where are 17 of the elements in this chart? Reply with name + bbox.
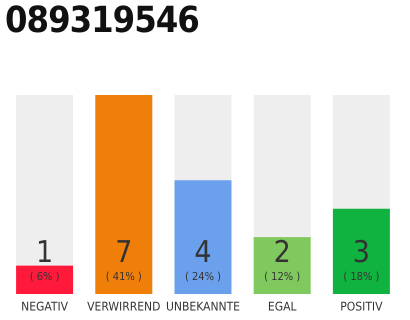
bar <box>16 266 74 294</box>
data-label: 4 <box>194 235 212 270</box>
x-tick-label: NEGATIV <box>21 300 69 314</box>
x-tick-label: VERWIRREND <box>87 300 160 314</box>
x-tick-label: EGAL <box>268 300 296 314</box>
annotation: ( 6% ) <box>30 270 60 283</box>
data-label: 3 <box>352 235 370 270</box>
annotation: ( 41% ) <box>106 270 142 283</box>
data-label: 2 <box>274 235 291 270</box>
annotation: ( 24% ) <box>184 270 222 283</box>
data-label: 1 <box>36 235 54 270</box>
data-label: 7 <box>115 235 132 270</box>
chart-title: 089319546 <box>5 0 199 41</box>
x-tick-label: POSITIV <box>340 300 384 314</box>
annotation: ( 12% ) <box>264 270 300 283</box>
x-tick-label: UNBEKANNTE <box>166 300 240 314</box>
annotation: ( 18% ) <box>343 270 380 283</box>
